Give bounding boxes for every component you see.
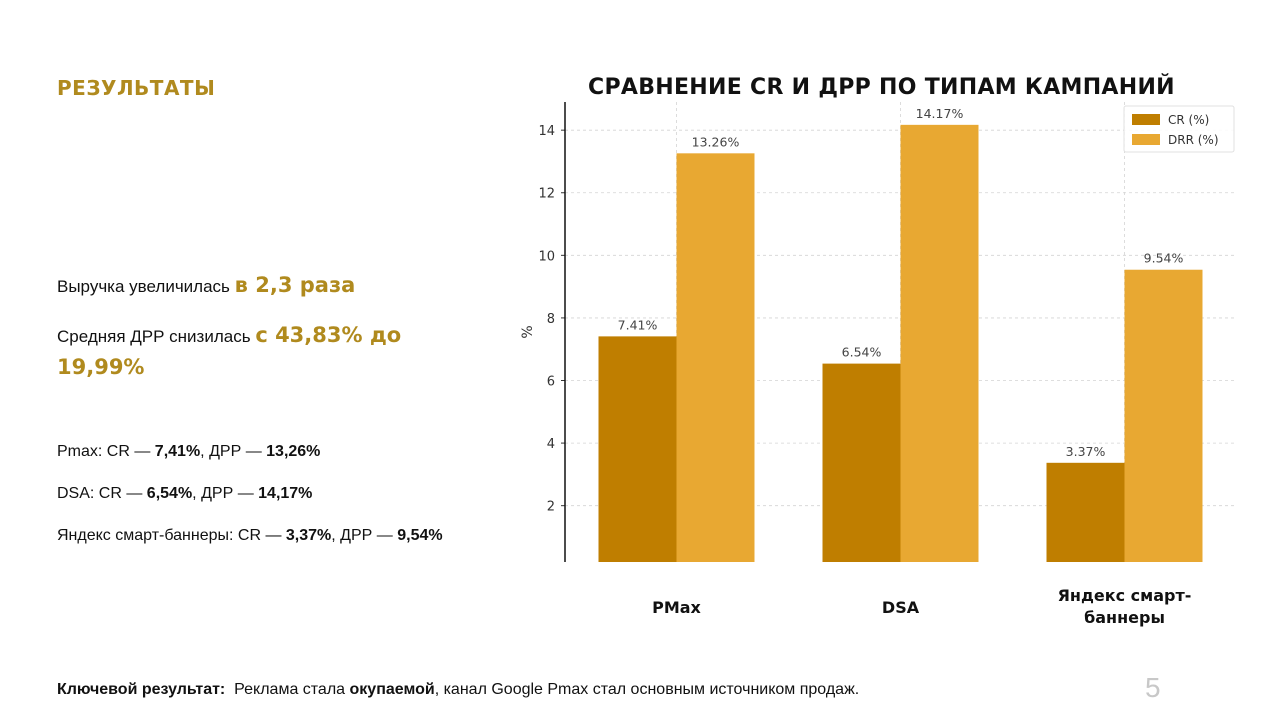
stat-line-dsa: DSA: CR — 6,54%, ДРР — 14,17% [57, 485, 313, 502]
stat-drr-value: 13,26% [266, 443, 321, 460]
stat-cr-value: 7,41% [154, 443, 201, 460]
stat-cr-label: CR [98, 485, 122, 502]
stat-drr-value: 14,17% [258, 485, 313, 502]
key-result-label: Ключевой результат: [57, 681, 226, 698]
revenue-highlight: Выручка увеличилась в 2,3 раза [57, 270, 477, 302]
bar-cr [822, 363, 901, 562]
stat-cr-label: CR [237, 527, 262, 544]
page-number: 5 [1145, 672, 1161, 703]
key-result-bold: окупаемой [349, 681, 435, 698]
y-tick-label: 8 [547, 312, 555, 327]
stat-name: Pmax [57, 443, 98, 460]
stat-cr-label: CR [106, 443, 130, 460]
data-label: 9.54% [1144, 251, 1184, 266]
x-category-label: баннеры [1084, 608, 1165, 627]
bar-chart: 2 4 6 8 10 12 14 7.41% 6.54% 3.37% 13.26% 14.17% 9.5… [520, 102, 1237, 627]
stat-name: Яндекс смарт-баннеры [57, 527, 230, 544]
x-category-label: PMax [652, 598, 701, 617]
data-label: 6.54% [842, 345, 882, 360]
drr-accent: с 43,83% до 19,99% [57, 323, 402, 379]
stat-drr-label: ДРР [340, 527, 373, 544]
y-tick-label: 4 [547, 437, 555, 452]
bar-drr [1124, 269, 1203, 562]
x-category-label: DSA [882, 598, 920, 617]
legend-swatch [1132, 134, 1160, 145]
drr-highlight: Средняя ДРР снизилась с 43,83% до 19,99% [57, 320, 477, 384]
data-label: 14.17% [916, 106, 964, 121]
y-tick-label: 2 [547, 500, 555, 515]
legend-swatch [1132, 114, 1160, 125]
data-label: 13.26% [692, 134, 740, 149]
legend-label: DRR (%) [1168, 133, 1219, 147]
stat-drr-label: ДРР [209, 443, 242, 460]
revenue-text: Выручка увеличилась [57, 277, 235, 296]
stat-name: DSA [57, 485, 90, 502]
y-axis-label: % [520, 325, 536, 338]
key-result-before: Реклама стала [234, 681, 350, 698]
stat-line-pmax: Pmax: CR — 7,41%, ДРР — 13,26% [57, 443, 321, 460]
y-tick-label: 14 [538, 124, 555, 139]
key-result-after: , канал Google Pmax стал основным источн… [434, 681, 860, 698]
y-tick-label: 12 [538, 187, 555, 202]
stat-drr-label: ДРР [201, 485, 234, 502]
bar-cr [598, 336, 677, 562]
chart-title: СРАВНЕНИЕ CR И ДРР ПО ТИПАМ КАМПАНИЙ [588, 75, 1175, 100]
key-result: Ключевой результат: Реклама стала окупае… [57, 681, 859, 699]
stat-drr-value: 9,54% [397, 527, 443, 544]
section-title: РЕЗУЛЬТАТЫ [57, 76, 216, 100]
bar-drr [676, 153, 755, 562]
bar-drr [900, 124, 979, 562]
y-tick-label: 10 [538, 249, 555, 264]
legend-label: CR (%) [1168, 113, 1209, 127]
bar-cr [1046, 462, 1125, 562]
revenue-accent: в 2,3 раза [234, 273, 356, 297]
data-label: 3.37% [1066, 444, 1106, 459]
x-category-label: Яндекс смарт- [1058, 586, 1192, 605]
data-label: 7.41% [618, 317, 658, 332]
drr-text: Средняя ДРР снизилась [57, 327, 256, 346]
stat-line-yandex: Яндекс смарт-баннеры: CR — 3,37%, ДРР — … [57, 527, 443, 544]
stat-cr-value: 3,37% [285, 527, 332, 544]
stat-cr-value: 6,54% [146, 485, 193, 502]
y-tick-label: 6 [547, 375, 555, 390]
